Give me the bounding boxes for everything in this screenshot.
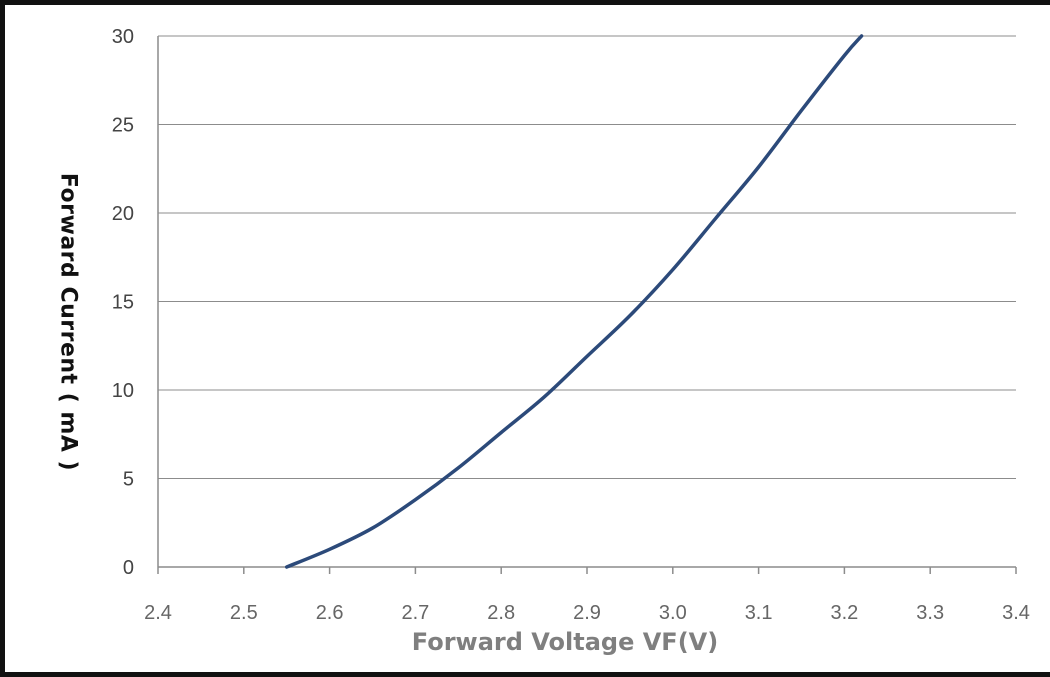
y-axis-title-box: Forward Current ( mA ) (48, 152, 88, 492)
x-tick-label: 2.8 (487, 602, 515, 624)
y-tick-label: 15 (112, 292, 134, 314)
gridlines (158, 35, 1016, 479)
x-tick-label: 2.4 (144, 602, 172, 624)
series-line-0 (284, 34, 864, 569)
x-tick-label: 3.4 (1002, 602, 1030, 624)
x-axis-title-box: Forward Voltage VF(V) (0, 628, 1050, 656)
x-tick-label: 2.6 (316, 602, 344, 624)
series-lines (284, 34, 864, 569)
x-tick-label: 3.2 (830, 602, 858, 624)
y-axis-title: Forward Current ( mA ) (55, 172, 81, 472)
y-tick-label: 5 (123, 469, 134, 491)
tick-labels: 0 5 10 15 20 25 30 2.4 2.5 2.6 2.7 2.8 2.9 3.0 3.1 3.2 3… (112, 26, 1030, 624)
x-tick-label: 3.1 (745, 602, 773, 624)
y-tick-label: 30 (112, 26, 134, 48)
y-tick-label: 20 (112, 203, 134, 225)
x-tick-label: 2.5 (230, 602, 258, 624)
x-tick-label: 2.9 (573, 602, 601, 624)
x-axis-title: Forward Voltage VF(V) (411, 628, 719, 656)
x-tick-label: 3.3 (916, 602, 944, 624)
y-tick-label: 10 (112, 380, 134, 402)
y-tick-label: 0 (123, 557, 134, 579)
x-tick-label: 3.0 (659, 602, 687, 624)
x-tick-label: 2.7 (401, 602, 429, 624)
y-tick-label: 25 (112, 115, 134, 137)
axes (157, 36, 1017, 574)
